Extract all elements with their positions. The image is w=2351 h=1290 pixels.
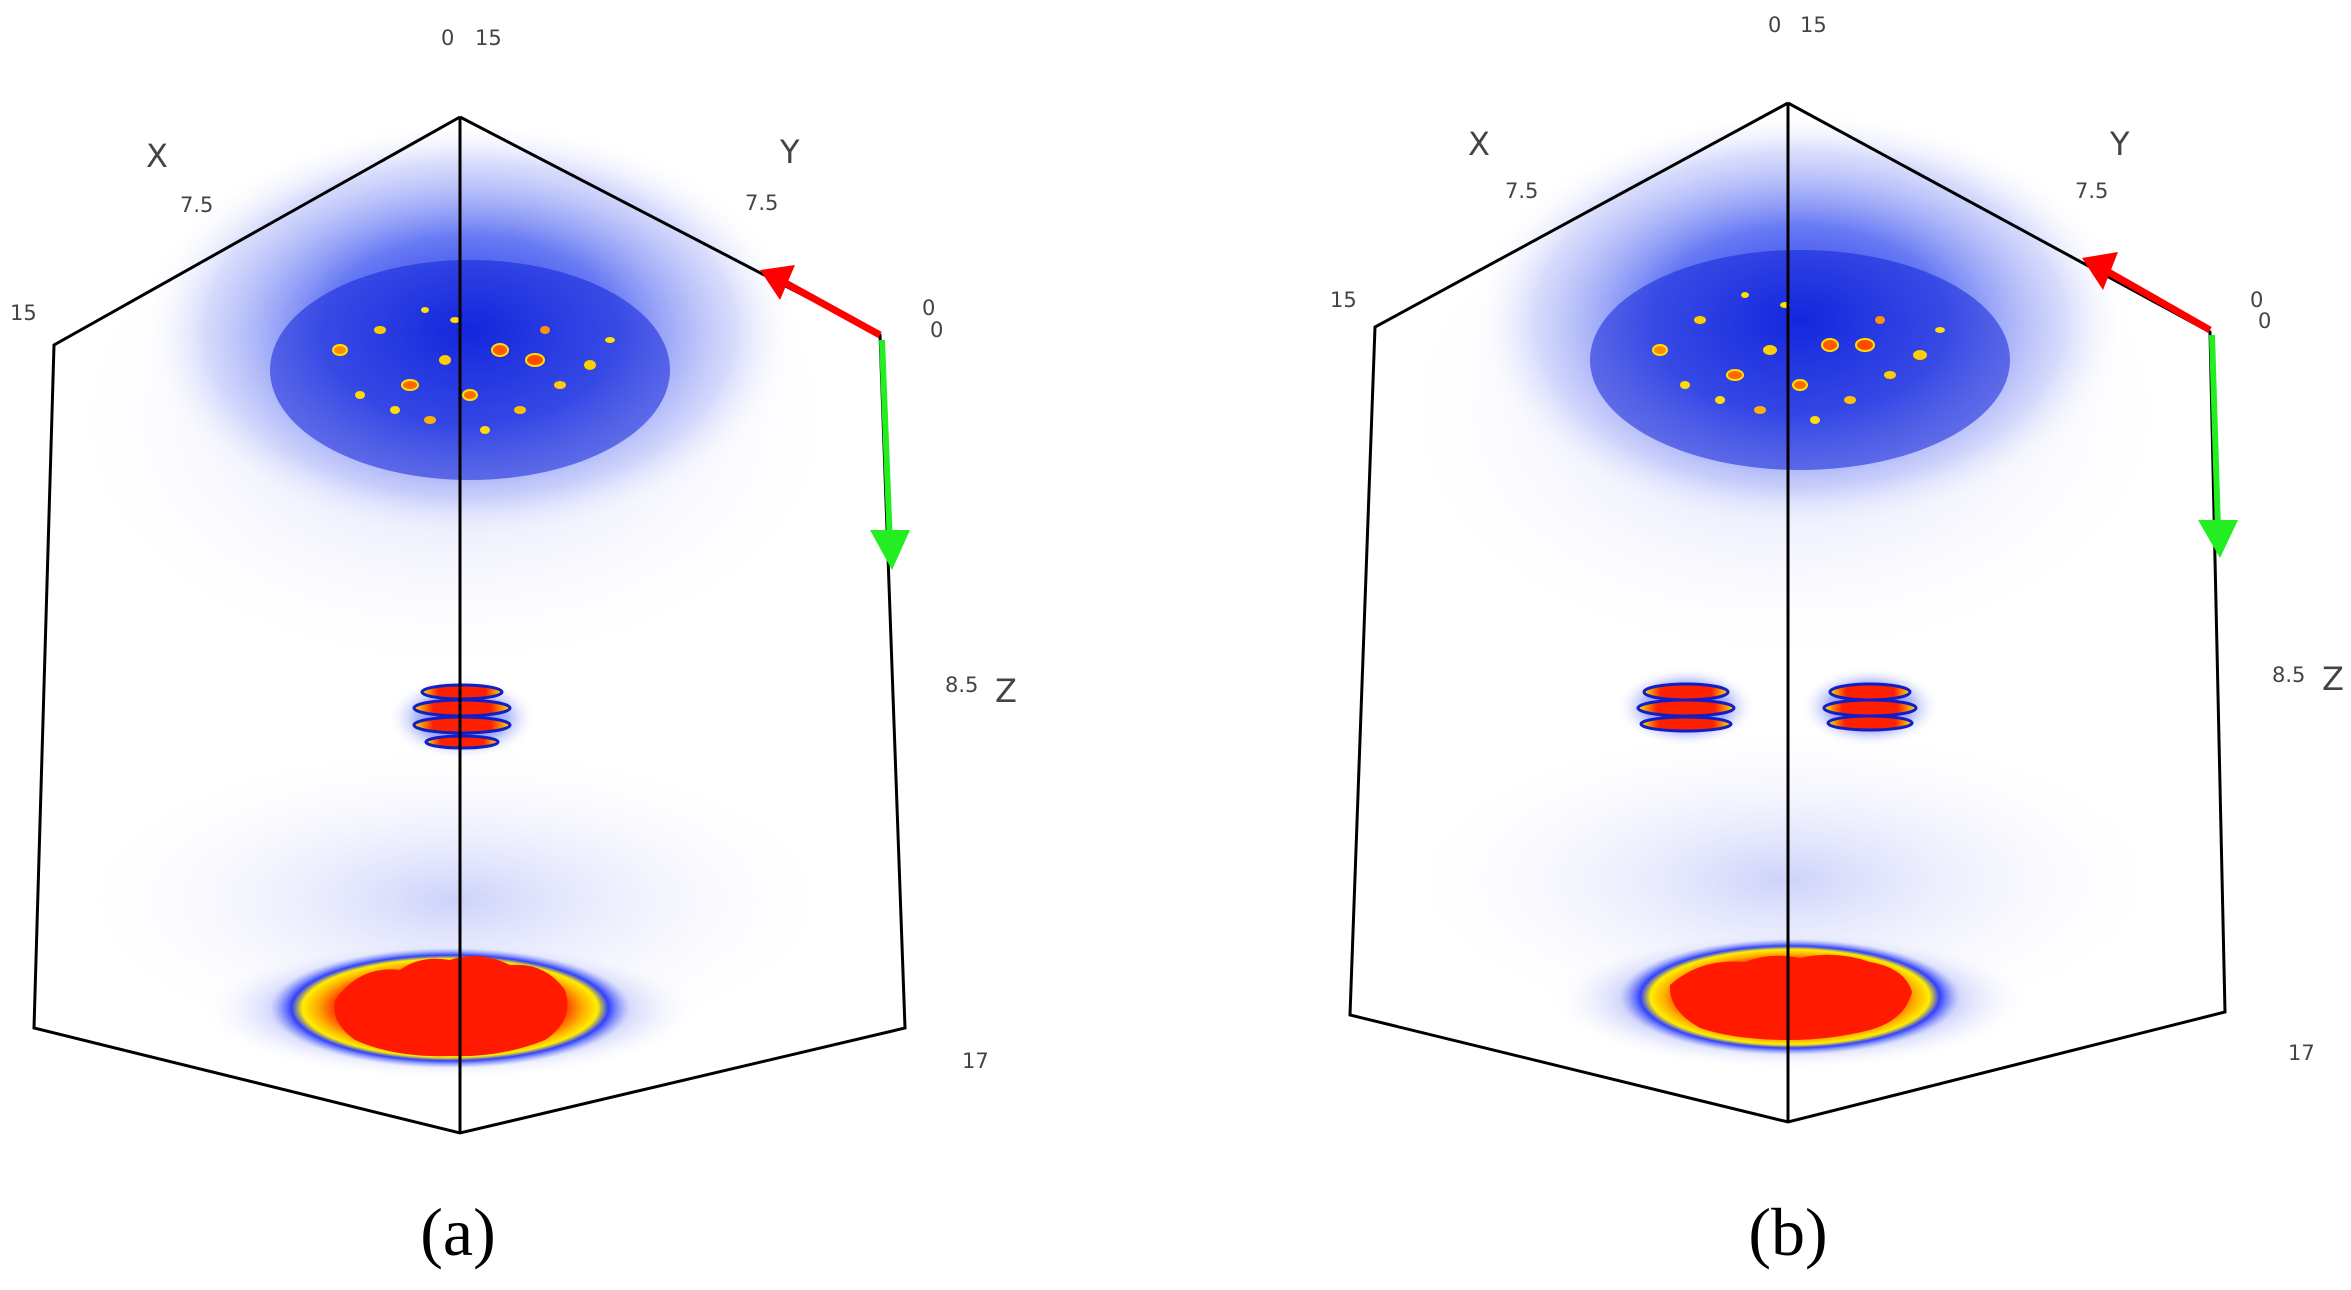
focal-spot-center	[387, 676, 537, 760]
x-end-tick: 15	[10, 301, 37, 325]
z-end-tick: 17	[2288, 1041, 2315, 1065]
z-axis-label: Z	[995, 672, 1017, 710]
x-axis-label: X	[1468, 125, 1490, 163]
axis-labels-a: X Y Z 0 15 7.5 15 7.5 0 0 8.5 17	[10, 26, 1017, 1073]
y-end-tick-b: 0	[930, 318, 943, 342]
z-direction-arrow	[879, 339, 893, 546]
x-mid-tick: 7.5	[1505, 179, 1538, 203]
x-axis-label: X	[146, 137, 168, 175]
y-mid-tick: 7.5	[745, 191, 778, 215]
scatter-speckles	[332, 307, 615, 434]
volume-render-b	[1385, 110, 2185, 1070]
top-tick-15: 15	[475, 26, 502, 50]
volume-render-a	[55, 120, 855, 1080]
z-axis-label: Z	[2322, 660, 2344, 698]
scatter-speckles	[1652, 292, 1945, 424]
x-mid-tick: 7.5	[180, 193, 213, 217]
bottom-hot-spot	[200, 940, 700, 1080]
top-tick-0: 0	[441, 26, 454, 50]
z-end-tick: 17	[962, 1049, 989, 1073]
focal-spot-right	[1800, 667, 1940, 747]
y-axis-label: Y	[779, 133, 800, 171]
z-direction-arrow	[2209, 334, 2221, 531]
y-mid-tick: 7.5	[2075, 179, 2108, 203]
z-mid-tick: 8.5	[945, 673, 978, 697]
x-end-tick: 15	[1330, 288, 1357, 312]
panel-caption-b: (b)	[1748, 1194, 1827, 1270]
focal-spot-left	[1616, 667, 1756, 747]
panel-a: X Y Z 0 15 7.5 15 7.5 0 0 8.5 17 (a)	[10, 26, 1017, 1270]
z-mid-tick: 8.5	[2272, 663, 2305, 687]
coordinate-arrows-b	[2082, 252, 2238, 558]
axis-labels-b: X Y Z 0 15 7.5 15 7.5 0 0 8.5 17	[1330, 13, 2344, 1065]
bottom-hot-spot	[1550, 930, 2030, 1070]
panel-b: X Y Z 0 15 7.5 15 7.5 0 0 8.5 17 (b)	[1330, 13, 2344, 1270]
top-tick-15: 15	[1800, 13, 1827, 37]
top-tick-0: 0	[1768, 13, 1781, 37]
y-axis-label: Y	[2109, 125, 2130, 163]
panel-caption-a: (a)	[420, 1194, 495, 1270]
coordinate-arrows-a	[760, 265, 910, 570]
y-end-tick-a: 0	[922, 296, 935, 320]
y-end-tick-b: 0	[2258, 309, 2271, 333]
bounding-box-b	[1348, 101, 2227, 1124]
y-end-tick-a: 0	[2250, 288, 2263, 312]
x-direction-arrow	[778, 276, 882, 339]
x-direction-arrow	[2103, 266, 2212, 334]
